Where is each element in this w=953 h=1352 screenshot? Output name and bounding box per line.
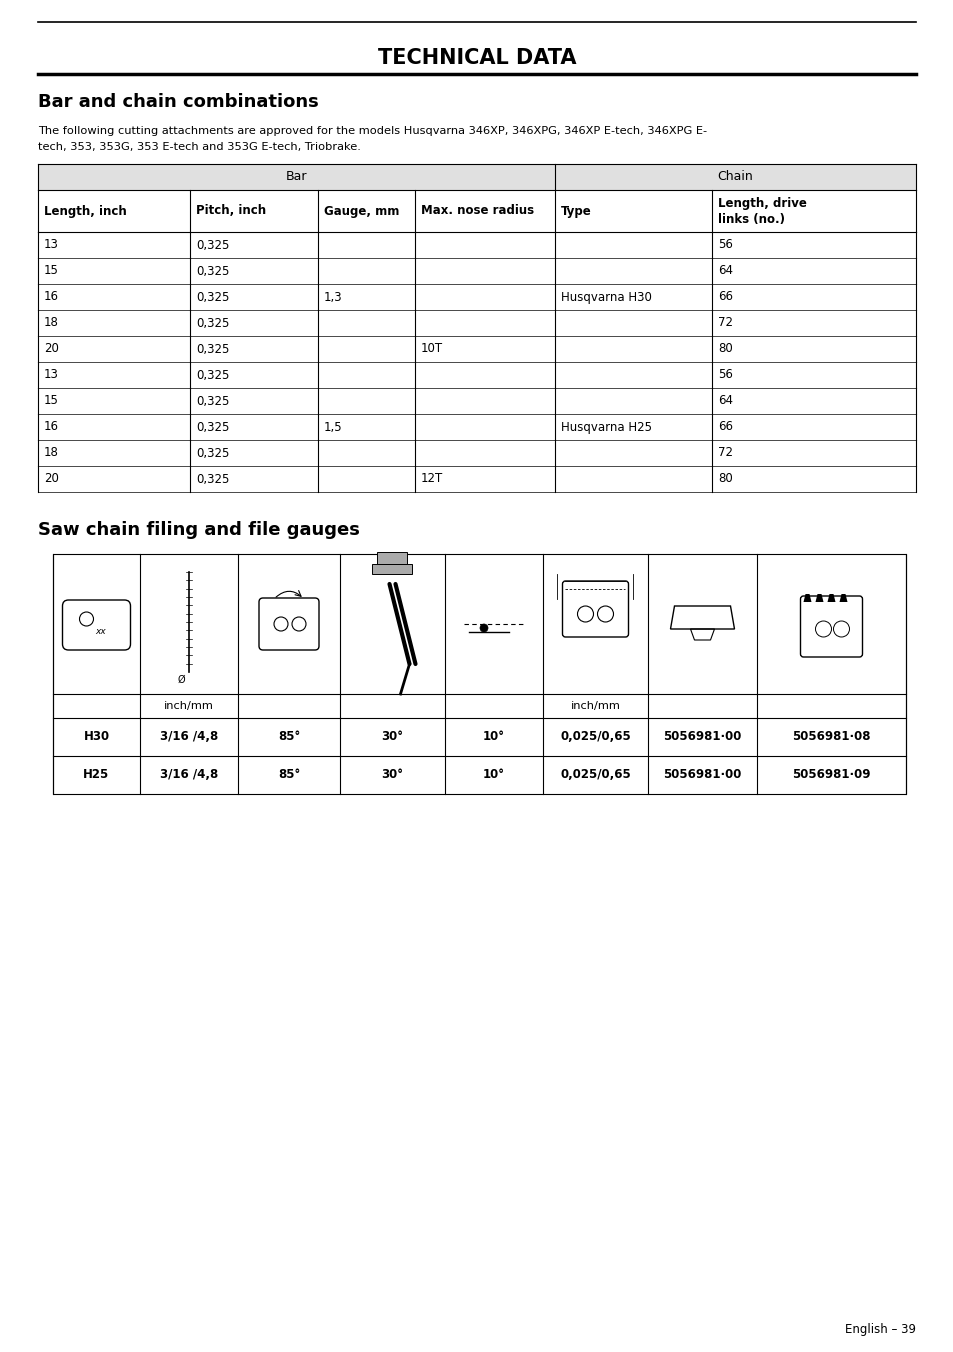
Text: 16: 16: [44, 291, 59, 303]
Text: xx: xx: [95, 627, 106, 637]
Text: tech, 353, 353G, 353 E-tech and 353G E-tech, Triobrake.: tech, 353, 353G, 353 E-tech and 353G E-t…: [38, 142, 360, 151]
Text: 5056981·00: 5056981·00: [662, 730, 740, 744]
Text: 0,325: 0,325: [195, 265, 229, 277]
Polygon shape: [839, 594, 846, 602]
Text: 0,325: 0,325: [195, 291, 229, 303]
Text: Bar: Bar: [286, 170, 307, 184]
Text: inch/mm: inch/mm: [164, 700, 213, 711]
Text: 16: 16: [44, 420, 59, 434]
Text: 10°: 10°: [482, 768, 504, 781]
Text: 30°: 30°: [381, 768, 403, 781]
Text: 0,325: 0,325: [195, 369, 229, 381]
Text: 10°: 10°: [482, 730, 504, 744]
Bar: [53, 554, 905, 794]
Text: 64: 64: [718, 265, 732, 277]
Text: Chain: Chain: [717, 170, 753, 184]
Text: 0,325: 0,325: [195, 238, 229, 251]
Text: 0,325: 0,325: [195, 446, 229, 460]
Text: 1,5: 1,5: [324, 420, 342, 434]
Text: 0,325: 0,325: [195, 316, 229, 330]
Text: inch/mm: inch/mm: [570, 700, 619, 711]
Text: 85°: 85°: [277, 768, 300, 781]
Text: Saw chain filing and file gauges: Saw chain filing and file gauges: [38, 521, 359, 539]
Text: 80: 80: [718, 472, 732, 485]
Polygon shape: [372, 564, 412, 575]
Text: Husqvarna H25: Husqvarna H25: [560, 420, 651, 434]
Text: 30°: 30°: [381, 730, 403, 744]
Text: 0,325: 0,325: [195, 395, 229, 407]
Text: 3/16 /4,8: 3/16 /4,8: [160, 730, 218, 744]
Text: Type: Type: [560, 204, 591, 218]
Text: H25: H25: [83, 768, 110, 781]
Circle shape: [479, 625, 488, 631]
Bar: [38, 164, 555, 191]
Text: 13: 13: [44, 238, 59, 251]
Text: 0,025/0,65: 0,025/0,65: [559, 768, 630, 781]
Text: 64: 64: [718, 395, 732, 407]
Text: Bar and chain combinations: Bar and chain combinations: [38, 93, 318, 111]
Text: 0,325: 0,325: [195, 342, 229, 356]
Text: 15: 15: [44, 265, 59, 277]
Text: 80: 80: [718, 342, 732, 356]
Text: Pitch, inch: Pitch, inch: [195, 204, 266, 218]
Text: 0,325: 0,325: [195, 420, 229, 434]
Text: 66: 66: [718, 291, 732, 303]
Polygon shape: [815, 594, 822, 602]
Text: Max. nose radius: Max. nose radius: [420, 204, 534, 218]
Text: Ø: Ø: [177, 675, 185, 685]
Text: Husqvarna H30: Husqvarna H30: [560, 291, 651, 303]
Text: links (no.): links (no.): [718, 212, 784, 226]
Text: Length, drive: Length, drive: [718, 197, 806, 211]
Bar: [555, 164, 915, 191]
Text: 18: 18: [44, 446, 59, 460]
Text: 5056981·08: 5056981·08: [791, 730, 870, 744]
Text: Length, inch: Length, inch: [44, 204, 127, 218]
Text: 66: 66: [718, 420, 732, 434]
Text: 72: 72: [718, 316, 732, 330]
Text: 20: 20: [44, 342, 59, 356]
Text: 72: 72: [718, 446, 732, 460]
Text: English – 39: English – 39: [844, 1324, 915, 1337]
Text: 3/16 /4,8: 3/16 /4,8: [160, 768, 218, 781]
Text: Gauge, mm: Gauge, mm: [324, 204, 399, 218]
Text: 5056981·00: 5056981·00: [662, 768, 740, 781]
Text: The following cutting attachments are approved for the models Husqvarna 346XP, 3: The following cutting attachments are ap…: [38, 126, 706, 137]
Text: 56: 56: [718, 238, 732, 251]
Text: 12T: 12T: [420, 472, 443, 485]
Text: 18: 18: [44, 316, 59, 330]
Text: 20: 20: [44, 472, 59, 485]
Text: H30: H30: [83, 730, 110, 744]
Text: 56: 56: [718, 369, 732, 381]
Text: 15: 15: [44, 395, 59, 407]
Polygon shape: [802, 594, 811, 602]
Text: 0,025/0,65: 0,025/0,65: [559, 730, 630, 744]
Text: 85°: 85°: [277, 730, 300, 744]
Text: 5056981·09: 5056981·09: [791, 768, 870, 781]
Text: 1,3: 1,3: [324, 291, 342, 303]
Polygon shape: [826, 594, 835, 602]
Text: 10T: 10T: [420, 342, 442, 356]
Text: TECHNICAL DATA: TECHNICAL DATA: [377, 49, 576, 68]
Text: 13: 13: [44, 369, 59, 381]
Polygon shape: [377, 552, 407, 564]
Text: 0,325: 0,325: [195, 472, 229, 485]
